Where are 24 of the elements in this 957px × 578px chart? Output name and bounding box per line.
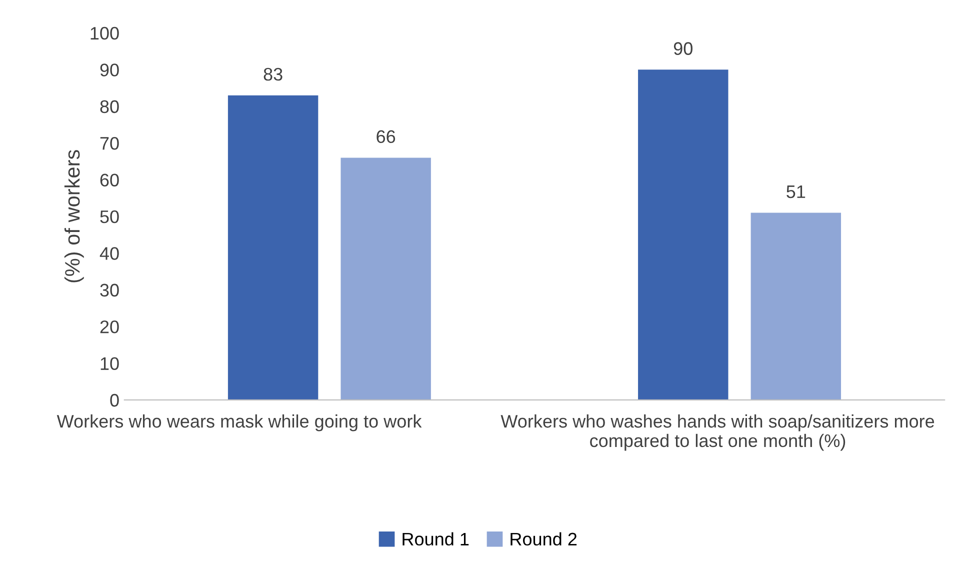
bar [340,158,431,400]
bar [638,70,728,400]
data-label: 83 [264,68,282,81]
bar [750,212,842,400]
data-label: 51 [786,186,806,198]
y-tick-label: 0 [110,394,119,407]
y-tick-label: 20 [100,320,119,334]
legend-label: Round 2 [510,532,577,546]
y-tick-label: 40 [100,247,119,260]
legend-label: Round 1 [402,532,469,546]
y-tick-label: 90 [100,64,119,76]
y-tick-label: 60 [100,174,119,186]
y-tick-label: 50 [100,210,119,224]
y-tick-label: 30 [100,284,119,297]
y-tick-label: 80 [100,100,119,114]
data-label: 66 [376,130,396,144]
y-tick-label: 100 [90,26,119,40]
y-axis-title: (%) of workers [64,150,84,282]
y-tick-label: 10 [100,357,119,370]
y-tick-label: 70 [100,136,119,150]
data-label: 90 [674,42,692,55]
x-tick-label: Workers who wears mask while going to work [56,414,422,432]
bar [228,95,318,400]
x-tick-label: Workers who washes hands with soap/sanitizers more compared to last one month (%) [500,414,934,451]
